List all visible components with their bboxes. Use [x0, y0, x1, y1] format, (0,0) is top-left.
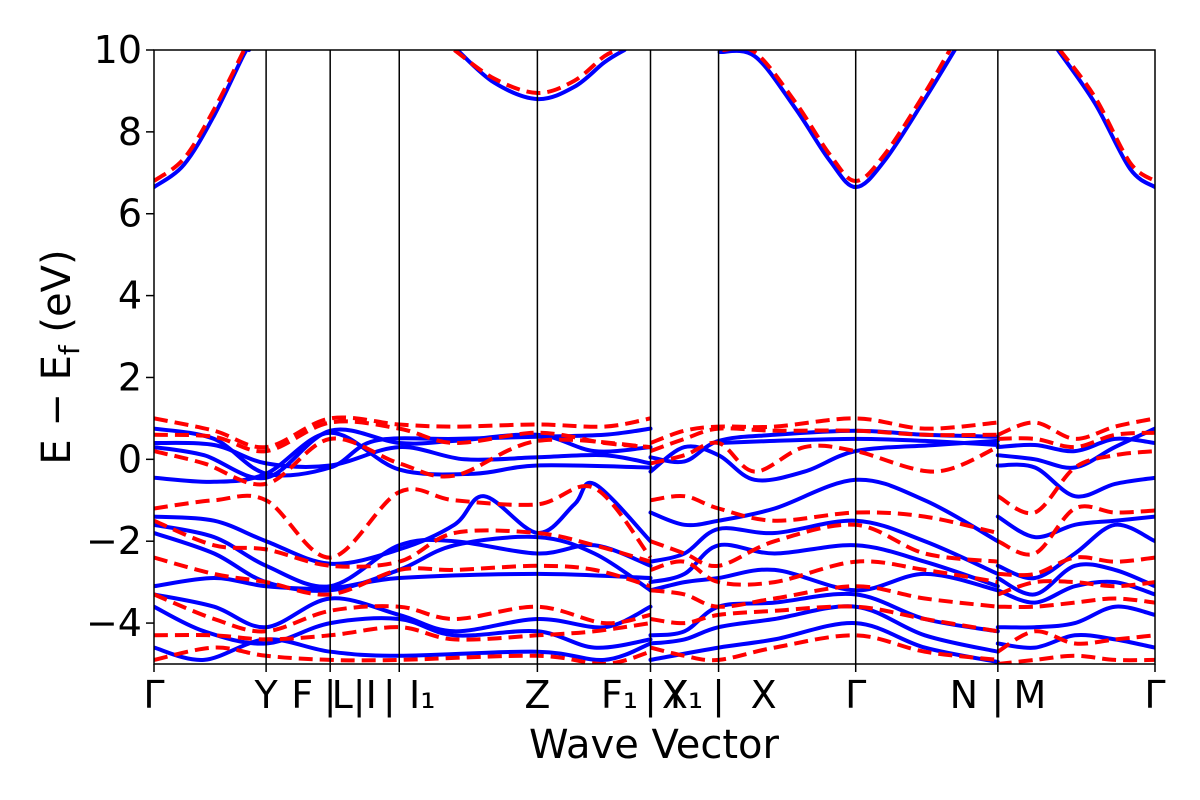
band-line-solid: [154, 50, 252, 190]
y-tick-label: −4: [86, 601, 142, 645]
band-line-dashed: [997, 596, 1155, 610]
band-line-dashed: [996, 449, 1155, 516]
band-line-solid: [995, 426, 1155, 470]
x-tick-label: Y: [254, 673, 279, 717]
band-line-solid: [717, 50, 957, 190]
x-tick-label: F: [291, 673, 313, 717]
band-line-dashed: [649, 416, 998, 445]
x-tick-label: I: [366, 673, 377, 717]
band-line-solid: [648, 518, 1000, 576]
y-tick-label: 0: [118, 437, 142, 481]
x-tick-label: |: [644, 673, 657, 718]
band-line-solid: [154, 480, 653, 566]
x-tick-label: X₁: [662, 673, 703, 717]
band-line-dashed: [1058, 50, 1155, 183]
x-tick-label: Y: [663, 673, 688, 717]
band-line-solid: [648, 604, 1000, 654]
band-line-solid: [995, 514, 1155, 540]
y-tick-label: 10: [94, 28, 142, 72]
y-tick-label: 8: [118, 110, 142, 154]
band-line-solid: [995, 562, 1155, 597]
band-line-dashed: [997, 653, 1155, 664]
band-line-dashed: [996, 504, 1155, 557]
x-tick-label: |: [712, 673, 725, 718]
band-line-solid: [455, 50, 627, 102]
band-line-dashed: [649, 559, 999, 587]
kpath-lines: [265, 50, 999, 664]
band-line-solid: [648, 567, 1000, 593]
x-tick-label: |: [991, 673, 1004, 718]
plot-frame: [153, 49, 1156, 665]
band-line-solid: [995, 604, 1155, 630]
y-tick-label: 4: [118, 274, 142, 318]
y-tick-label: 6: [118, 192, 142, 236]
x-tick-label: Γ: [845, 673, 866, 717]
x-tick-label: |: [324, 673, 337, 718]
band-line-dashed: [649, 426, 998, 453]
x-tick-label: Z: [524, 673, 550, 717]
band-line-dashed: [650, 493, 999, 535]
band-line-dashed: [650, 584, 999, 609]
band-line-solid: [154, 426, 653, 478]
x-tick-label: Γ: [1144, 673, 1165, 717]
band-line-dashed: [650, 440, 999, 474]
band-line-solid: [995, 633, 1155, 650]
x-tick-label: |: [383, 673, 396, 718]
x-tick-label: L: [332, 673, 353, 717]
band-line-dashed: [996, 629, 1155, 654]
band-line-dashed: [154, 50, 246, 183]
x-tick-label: I₁: [409, 673, 435, 717]
band-line-solid: [1055, 50, 1155, 190]
y-axis-label-subscript: f: [53, 344, 86, 355]
y-tick-label: −2: [86, 519, 142, 563]
x-axis-label: Wave Vector: [529, 722, 780, 768]
x-axis-tick-labels: Γ Y F |L | I | I₁ Z F₁ | YX₁ | X Γ N | M Γ: [143, 664, 1166, 718]
x-tick-label: N: [950, 673, 978, 717]
band-line-dashed: [997, 416, 1155, 441]
band-line-dashed: [453, 50, 621, 96]
x-tick-label: F₁: [601, 673, 638, 717]
series-bands-dashed: [154, 50, 1155, 664]
x-tick-label: X: [751, 673, 777, 717]
x-tick-label: M: [1013, 673, 1046, 717]
band-line-dashed: [650, 633, 999, 663]
band-line-solid: [648, 542, 1000, 589]
x-tick-label: |: [353, 673, 366, 718]
band-line-solid: [154, 571, 653, 591]
band-line-dashed: [997, 555, 1155, 578]
y-axis-label: E − Ef (eV): [34, 249, 86, 464]
bands-layer: [154, 50, 1155, 664]
band-line-solid: [648, 621, 1000, 664]
band-line-solid: [648, 438, 1000, 483]
x-tick-label: Γ: [143, 673, 164, 717]
band-line-dashed: [997, 579, 1155, 597]
band-line-solid: [648, 477, 1000, 544]
band-line-solid: [154, 637, 653, 663]
band-line-dashed: [650, 604, 999, 634]
band-line-dashed: [722, 50, 952, 183]
y-axis-label-main: E − E: [34, 355, 80, 465]
band-line-dashed: [154, 436, 651, 487]
band-line-dashed: [154, 621, 651, 642]
band-line-dashed: [997, 430, 1155, 450]
y-axis-ticks: −4 −2 0 2 4 6 8 10: [86, 28, 154, 645]
band-line-solid: [995, 462, 1155, 499]
y-axis-label-unit: (eV): [34, 249, 80, 345]
y-tick-label: 2: [118, 355, 142, 399]
series-bands-solid: [154, 50, 1155, 664]
